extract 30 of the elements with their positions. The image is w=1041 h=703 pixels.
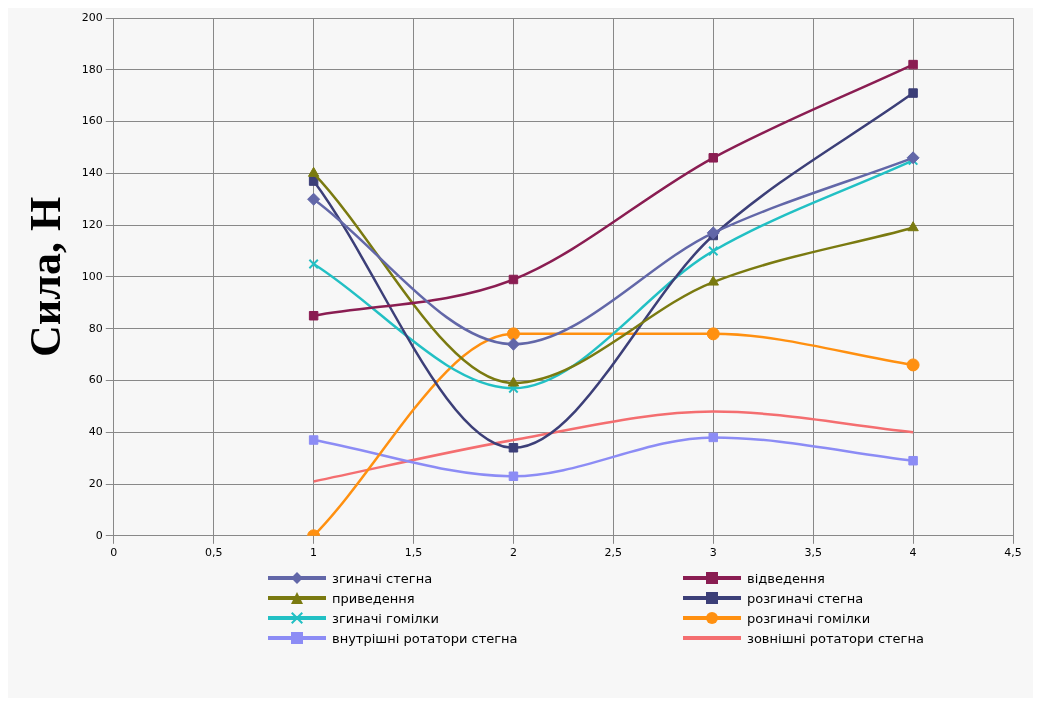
legend-label: розгиначі гомілки [747,610,871,626]
x-tick-label: 1,5 [404,546,423,560]
legend-label: приведення [332,590,415,606]
x-tick-label: 0,5 [204,546,223,560]
legend-label: відведення [747,570,825,586]
y-axis-title: Сила, Н [20,196,70,357]
legend-label: внутрішні ротатори стегна [332,630,518,646]
y-tick-label: 180 [81,62,103,76]
y-tick-label: 40 [88,425,103,439]
x-tick-label: 4 [909,546,917,560]
x-tick-label: 2,5 [604,546,623,560]
y-tick-label: 200 [81,10,103,24]
y-tick-label: 140 [81,166,103,180]
y-tick-label: 100 [81,269,103,283]
x-tick-label: 3,5 [804,546,822,560]
x-tick-label: 2 [509,546,517,560]
y-tick-label: 60 [88,373,103,387]
y-tick-label: 80 [88,321,103,335]
legend-label: зовнішні ротатори стегна [747,630,924,646]
x-tick-label: 4,5 [1004,546,1022,560]
y-tick-label: 120 [81,217,103,231]
legend-label: розгиначі стегна [747,590,864,606]
y-tick-label: 160 [81,114,103,128]
y-tick-label: 0 [95,528,103,542]
x-tick-label: 3 [709,546,717,560]
legend-label: згиначі стегна [332,570,433,586]
legend-label: згиначі гомілки [332,610,439,626]
x-tick-label: 1 [310,546,318,560]
y-tick-label: 20 [88,476,103,490]
x-tick-label: 0 [110,546,118,560]
